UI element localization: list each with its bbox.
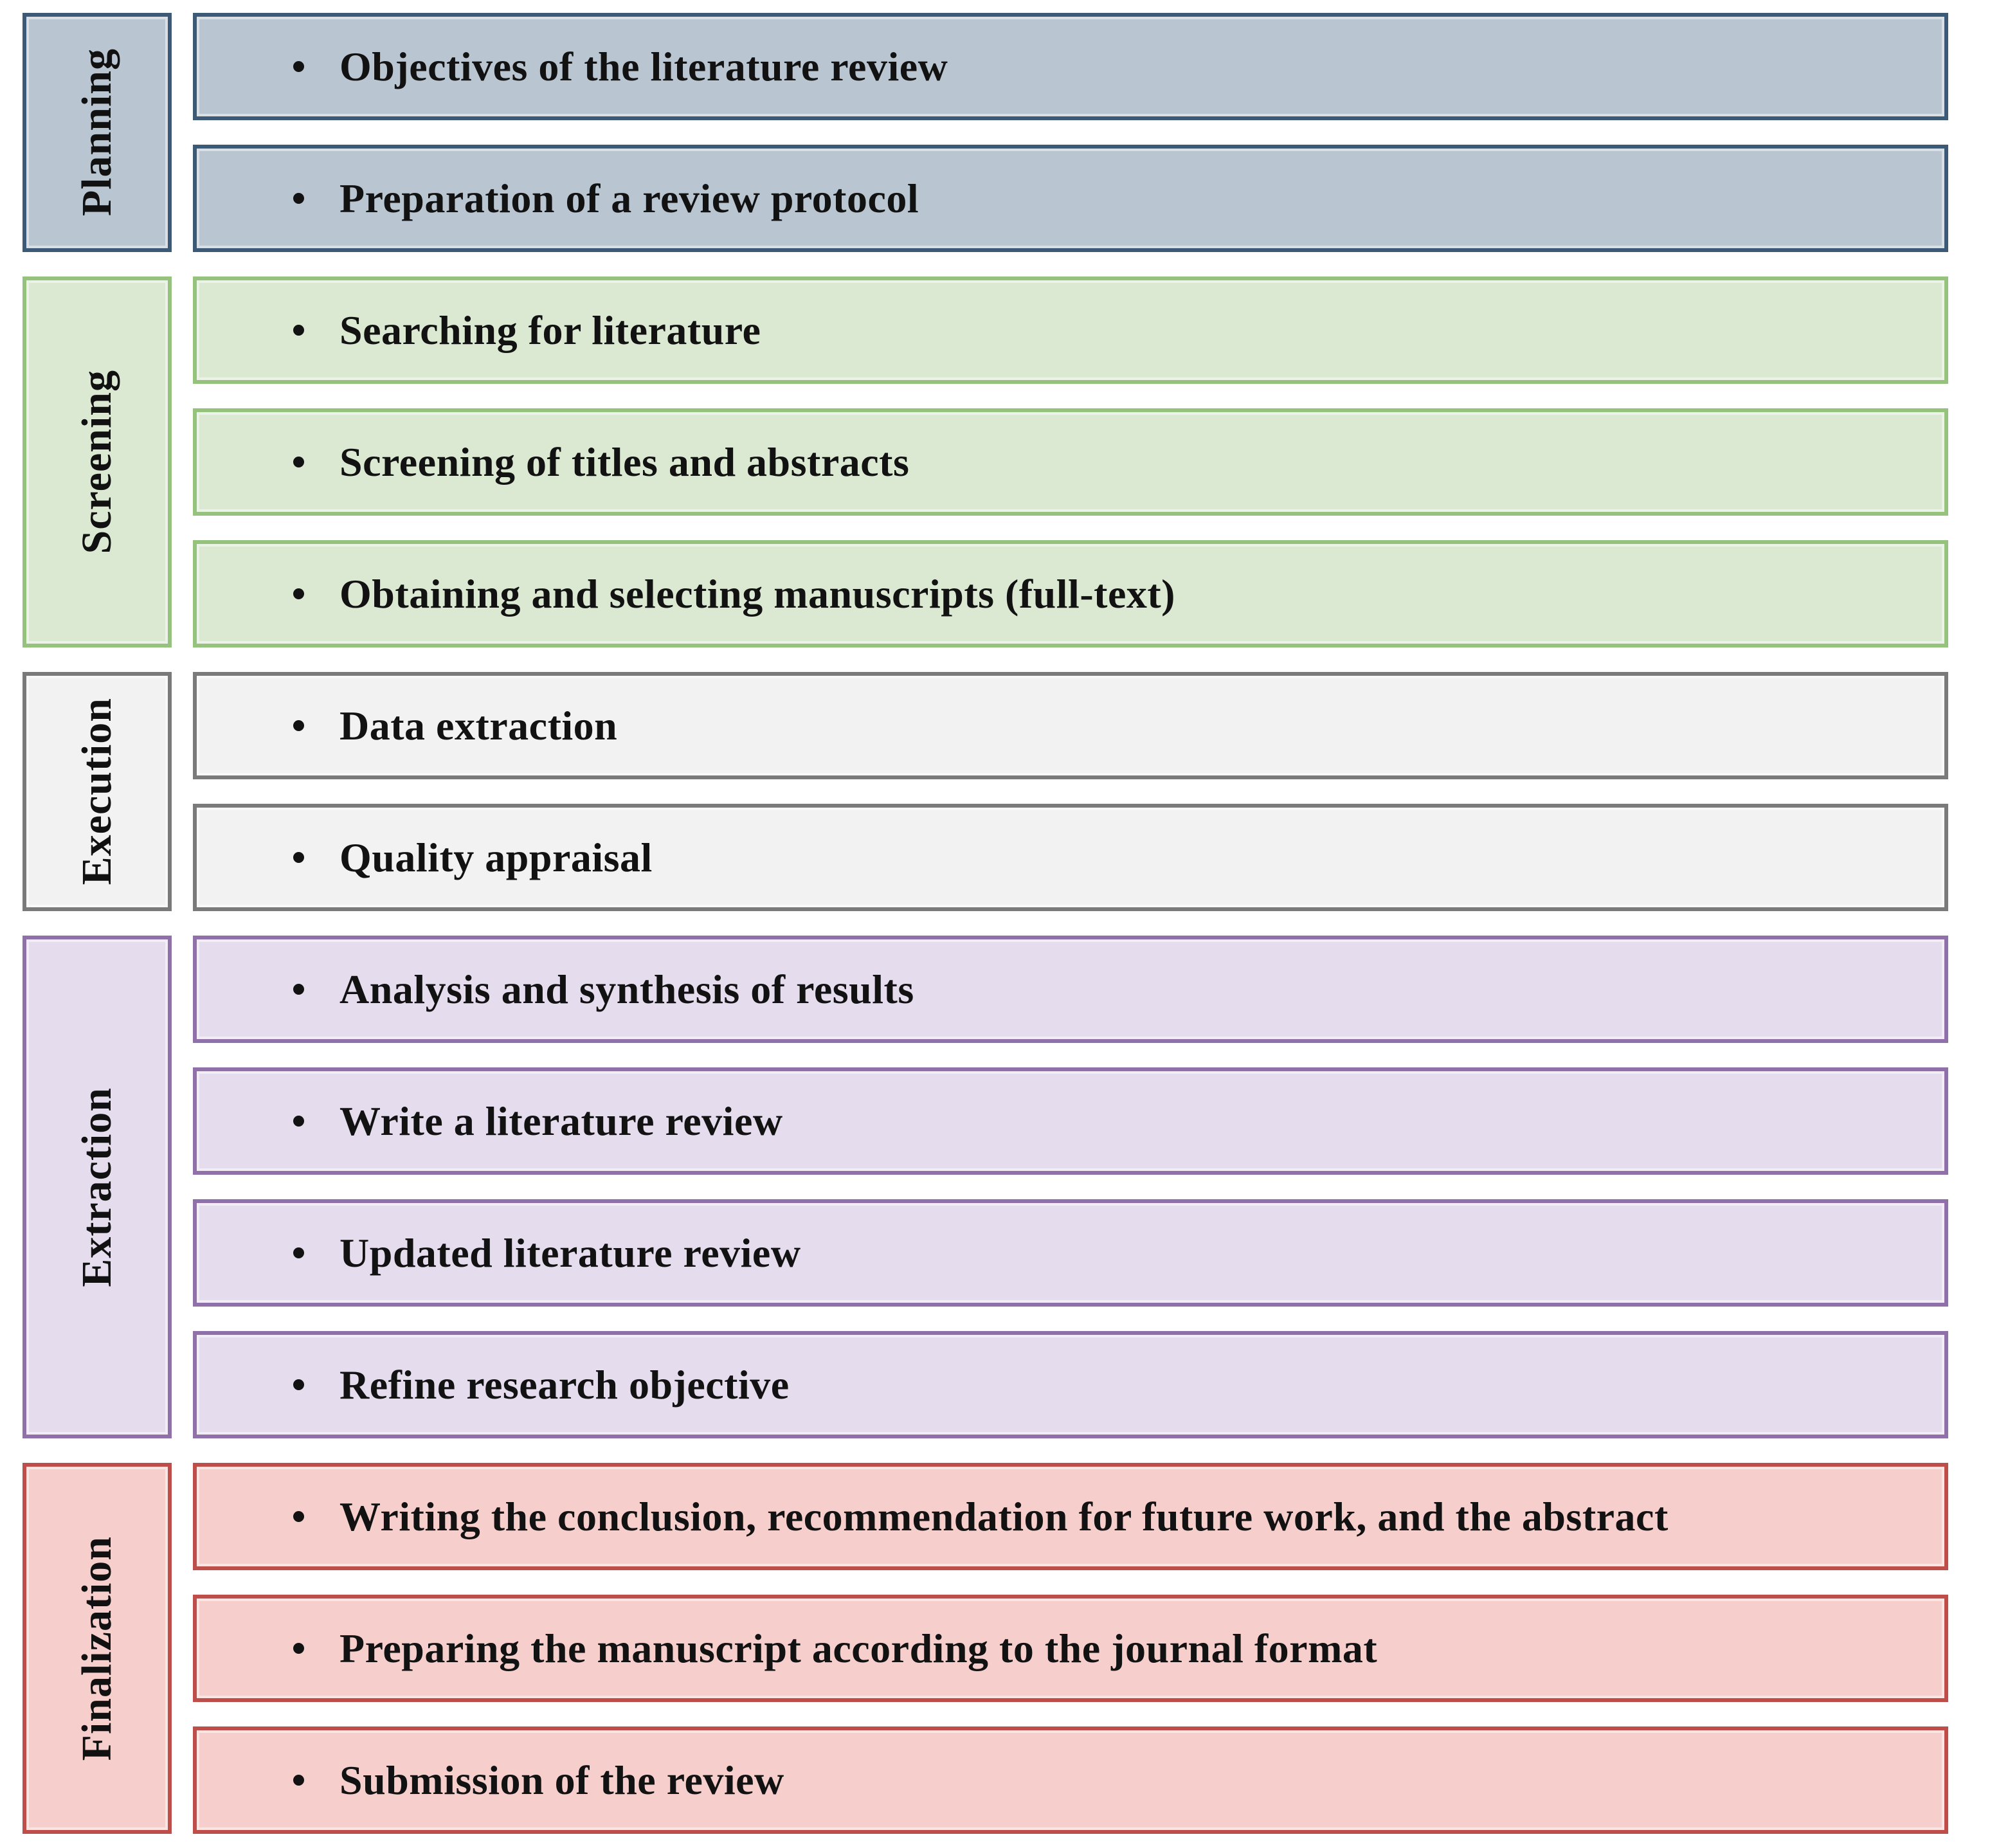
- task-text: Data extraction: [339, 702, 618, 748]
- task-rows-planning: Objectives of the literature review Prep…: [193, 13, 1948, 252]
- task-text: Analysis and synthesis of results: [339, 966, 914, 1012]
- bullet-icon: [293, 1775, 304, 1786]
- task-text: Searching for literature: [339, 307, 761, 353]
- task-row: Analysis and synthesis of results: [193, 936, 1948, 1043]
- section-execution: Execution Data extraction Quality apprai…: [23, 672, 2008, 911]
- bullet-icon: [293, 1511, 304, 1522]
- bullet-icon: [293, 193, 304, 204]
- task-rows-execution: Data extraction Quality appraisal: [193, 672, 1948, 911]
- task-text: Writing the conclusion, recommendation f…: [339, 1493, 1669, 1539]
- task-text: Quality appraisal: [339, 834, 653, 880]
- section-planning: Planning Objectives of the literature re…: [23, 13, 2008, 252]
- task-row: Writing the conclusion, recommendation f…: [193, 1463, 1948, 1570]
- bullet-icon: [293, 325, 304, 336]
- bullet-icon: [293, 1643, 304, 1654]
- task-row: Data extraction: [193, 672, 1948, 779]
- task-text: Preparing the manuscript according to th…: [339, 1625, 1378, 1671]
- bullet-icon: [293, 720, 304, 731]
- stage-label-text: Execution: [73, 698, 120, 885]
- task-text: Updated literature review: [339, 1229, 801, 1276]
- task-row: Screening of titles and abstracts: [193, 408, 1948, 516]
- stage-label-text: Extraction: [73, 1087, 120, 1287]
- stage-label-execution: Execution: [23, 672, 172, 911]
- task-row: Obtaining and selecting manuscripts (ful…: [193, 540, 1948, 648]
- stage-label-text: Planning: [73, 48, 120, 217]
- task-row: Updated literature review: [193, 1199, 1948, 1307]
- stage-label-text: Finalization: [73, 1535, 120, 1761]
- task-row: Refine research objective: [193, 1331, 1948, 1438]
- section-extraction: Extraction Analysis and synthesis of res…: [23, 936, 2008, 1438]
- bullet-icon: [293, 588, 304, 599]
- task-row: Preparation of a review protocol: [193, 145, 1948, 252]
- task-row: Submission of the review: [193, 1726, 1948, 1834]
- task-text: Submission of the review: [339, 1757, 784, 1803]
- task-text: Write a literature review: [339, 1098, 783, 1144]
- bullet-icon: [293, 457, 304, 467]
- stage-label-screening: Screening: [23, 276, 172, 648]
- task-rows-finalization: Writing the conclusion, recommendation f…: [193, 1463, 1948, 1834]
- task-text: Objectives of the literature review: [339, 43, 948, 89]
- stage-label-planning: Planning: [23, 13, 172, 252]
- bullet-icon: [293, 1379, 304, 1390]
- bullet-icon: [293, 984, 304, 995]
- task-text: Obtaining and selecting manuscripts (ful…: [339, 570, 1175, 617]
- task-row: Objectives of the literature review: [193, 13, 1948, 120]
- bullet-icon: [293, 852, 304, 863]
- bullet-icon: [293, 1116, 304, 1127]
- task-text: Preparation of a review protocol: [339, 175, 919, 221]
- task-row: Searching for literature: [193, 276, 1948, 384]
- section-finalization: Finalization Writing the conclusion, rec…: [23, 1463, 2008, 1834]
- task-row: Quality appraisal: [193, 804, 1948, 911]
- bullet-icon: [293, 1247, 304, 1258]
- task-text: Screening of titles and abstracts: [339, 439, 910, 485]
- task-text: Refine research objective: [339, 1361, 790, 1408]
- task-row: Preparing the manuscript according to th…: [193, 1595, 1948, 1702]
- task-rows-extraction: Analysis and synthesis of results Write …: [193, 936, 1948, 1438]
- task-rows-screening: Searching for literature Screening of ti…: [193, 276, 1948, 648]
- stage-label-text: Screening: [73, 370, 120, 554]
- stage-label-extraction: Extraction: [23, 936, 172, 1438]
- task-row: Write a literature review: [193, 1067, 1948, 1175]
- stage-label-finalization: Finalization: [23, 1463, 172, 1834]
- section-screening: Screening Searching for literature Scree…: [23, 276, 2008, 648]
- bullet-icon: [293, 61, 304, 72]
